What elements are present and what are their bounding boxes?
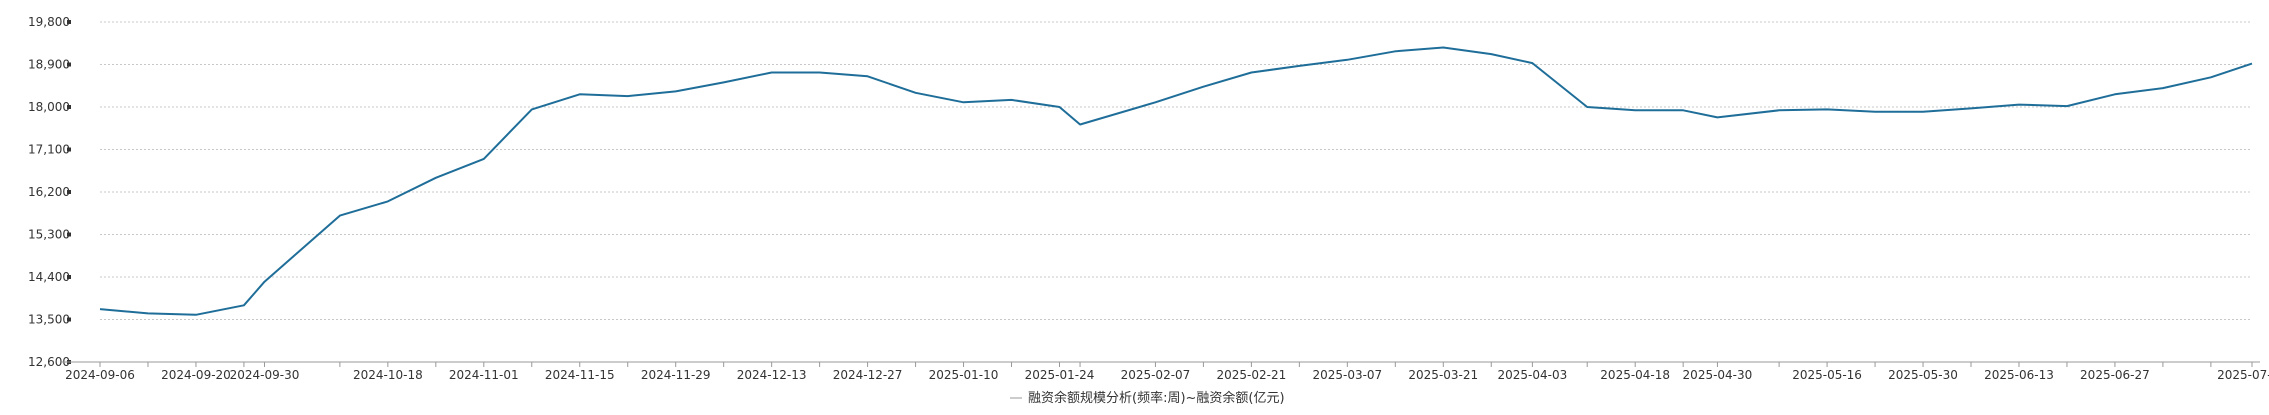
x-tick-label: 2025-05-16 (1792, 368, 1862, 382)
y-tick-label: 17,100 (28, 143, 70, 157)
y-tick-mark (67, 105, 71, 109)
y-tick-mark (67, 317, 71, 322)
x-tick-label: 2024-11-29 (641, 368, 711, 382)
y-tick-mark (67, 62, 71, 67)
x-tick-label: 2025-02-07 (1121, 368, 1191, 382)
x-tick-label: 2025-07-17 (2217, 368, 2269, 382)
legend[interactable]: 融资余额规模分析(频率:周)~融资余额(亿元) (1010, 390, 1285, 406)
y-tick-mark (67, 232, 71, 237)
x-tick-label: 2025-06-13 (1984, 368, 2054, 382)
x-tick-label: 2024-11-01 (449, 368, 519, 382)
y-tick-mark (67, 147, 71, 152)
x-tick-label: 2025-04-03 (1498, 368, 1568, 382)
x-tick-label: 2024-09-06 (65, 368, 135, 382)
x-tick-label: 2025-04-18 (1600, 368, 1670, 382)
y-tick-label: 15,300 (28, 228, 70, 242)
y-tick-mark (67, 20, 71, 24)
legend-label[interactable]: 融资余额规模分析(频率:周)~融资余额(亿元) (1028, 390, 1285, 406)
x-tick-label: 2025-06-27 (2080, 368, 2150, 382)
series-line[interactable] (99, 46, 2253, 316)
x-tick-label: 2025-05-30 (1888, 368, 1958, 382)
x-tick-label: 2025-02-21 (1217, 368, 1287, 382)
gridlines (100, 21, 2252, 363)
x-tick-label: 2024-09-20 (161, 368, 231, 382)
y-tick-label: 16,200 (28, 185, 70, 199)
x-tick-label: 2024-12-13 (737, 368, 807, 382)
y-tick-label: 13,500 (28, 313, 70, 327)
y-tick-mark (67, 275, 71, 279)
y-tick-label: 14,400 (28, 270, 70, 284)
x-tick-label: 2024-10-18 (353, 368, 423, 382)
axes: 12,600 13,500 14,400 15,300 16,200 17,100 18,0… (28, 15, 2269, 382)
x-tick-label: 2025-01-24 (1025, 368, 1095, 382)
y-tick-label: 19,800 (28, 15, 70, 29)
y-tick-label: 18,000 (28, 100, 70, 114)
x-tick-label: 2025-01-10 (929, 368, 999, 382)
y-tick-label: 18,900 (28, 58, 70, 72)
y-tick-label: 12,600 (28, 355, 70, 369)
x-tick-label: 2024-09-30 (230, 368, 300, 382)
x-tick-label: 2024-11-15 (545, 368, 615, 382)
x-tick-label: 2025-03-07 (1312, 368, 1382, 382)
series-lines (99, 46, 2253, 316)
y-tick-mark (67, 190, 71, 194)
x-tick-label: 2025-04-30 (1683, 368, 1753, 382)
x-tick-label: 2025-03-21 (1408, 368, 1478, 382)
x-tick-label: 2024-12-27 (833, 368, 903, 382)
